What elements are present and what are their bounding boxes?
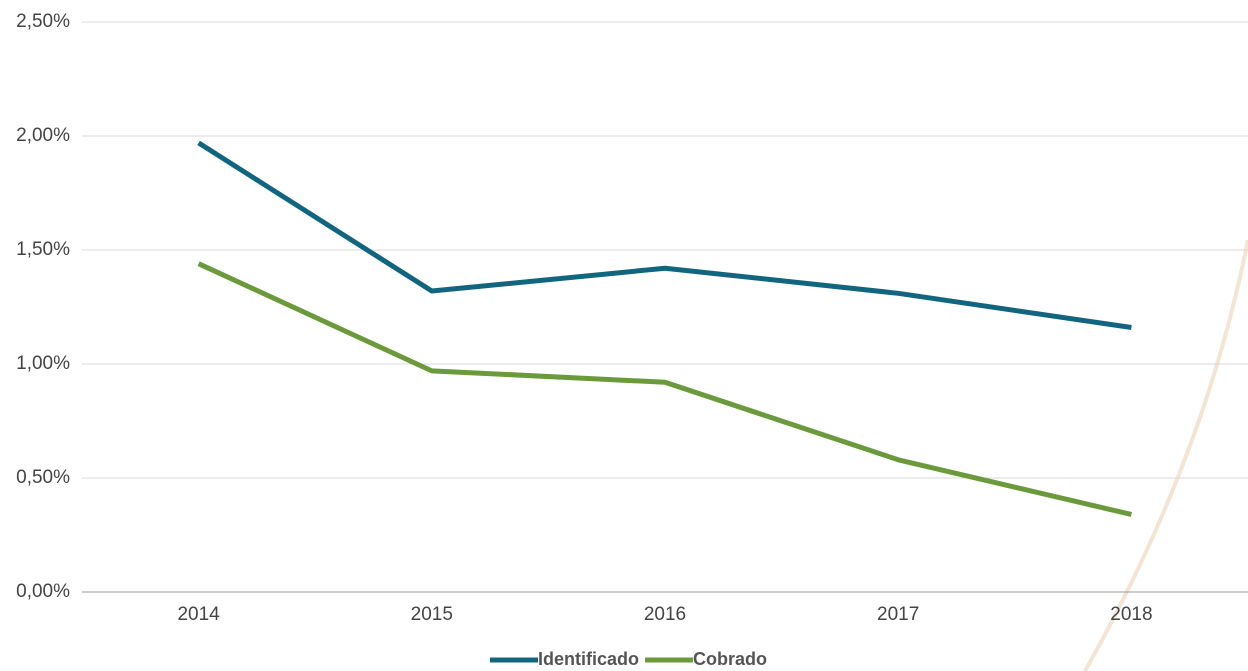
x-tick-label: 2016	[644, 604, 686, 625]
x-tick-label: 2014	[177, 604, 220, 625]
x-tick-label: 2015	[411, 604, 453, 625]
legend-text: Identificado	[538, 649, 639, 669]
decorative-curve	[1083, 239, 1248, 671]
y-tick-label: 1,00%	[16, 353, 70, 374]
y-tick-label: 0,50%	[16, 467, 70, 488]
legend-text: Cobrado	[693, 649, 767, 669]
y-tick-label: 0,00%	[16, 581, 70, 602]
data-line	[197, 261, 1132, 517]
data-line	[197, 140, 1132, 330]
y-tick-label: 2,50%	[16, 11, 70, 32]
y-tick-label: 2,00%	[16, 125, 70, 146]
y-tick-label: 1,50%	[16, 239, 70, 260]
x-tick-label: 2017	[877, 604, 919, 625]
x-tick-label: 2018	[1110, 604, 1152, 625]
